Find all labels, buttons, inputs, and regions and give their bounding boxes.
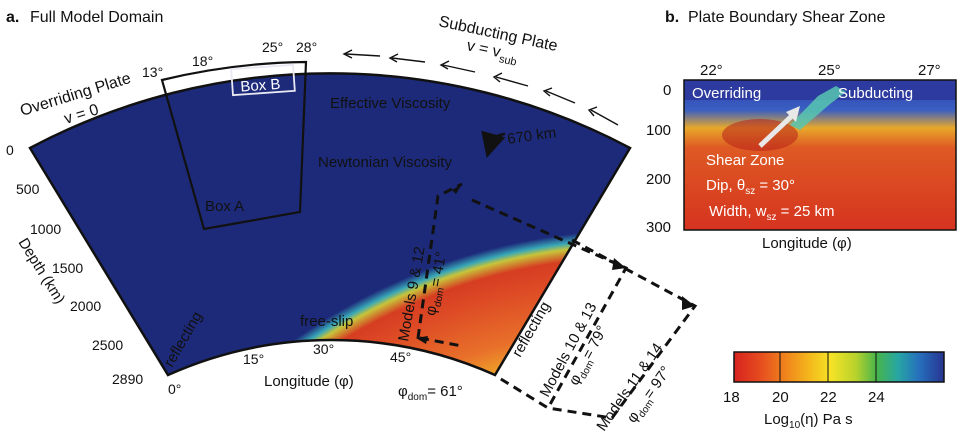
top-tick-13: 13°: [142, 64, 163, 80]
bottom-tick-30: 30°: [313, 341, 334, 357]
model-41-phi: φdom= 41°: [422, 250, 453, 317]
panel-b-label: b.: [665, 9, 679, 26]
depth-tick-500: 500: [16, 181, 40, 197]
670-km-label: 670 km: [506, 124, 557, 148]
bottom-tick-45: 45°: [390, 349, 411, 365]
panel-b-tick-27: 27°: [918, 62, 941, 79]
depth-tick-2890: 2890: [112, 371, 143, 387]
box-b-label: Box B: [240, 76, 281, 96]
model-79-label: Models 10 & 13 φdom= 79°: [537, 300, 611, 400]
motion-arrow-5: [545, 90, 576, 104]
motion-arrow-head-1: [342, 49, 353, 59]
colorbar-label-18: 18: [723, 389, 740, 406]
subducting-label: Subducting: [838, 85, 913, 102]
motion-arrow-1: [345, 53, 381, 57]
colorbar-label-20: 20: [772, 389, 789, 406]
top-tick-18: 18°: [192, 53, 213, 69]
colorbar-label-24: 24: [868, 389, 885, 406]
motion-arrow-head-4: [492, 72, 503, 83]
box-a-label: Box A: [205, 198, 244, 215]
longitude-axis-label: Longitude (φ): [264, 373, 354, 390]
motion-arrow-head-3: [439, 60, 450, 70]
panel-b-depth-200: 200: [646, 171, 671, 188]
depth-tick-1500: 1500: [52, 260, 83, 276]
shear-zone-band: [790, 86, 846, 130]
panel-b-depth-0: 0: [663, 82, 671, 99]
colorbar-title: Log10(η) Pa s: [764, 411, 853, 431]
domain-41-arrow-head: [452, 184, 462, 194]
motion-arrow-2: [391, 57, 426, 63]
domain-79-outline: [471, 198, 629, 411]
motion-arrow-4: [495, 76, 529, 87]
panel-b-title: Plate Boundary Shear Zone: [688, 9, 886, 26]
phi-dom-61-label: φdom= 61°: [398, 383, 463, 403]
newtonian-viscosity-label: Newtonian Viscosity: [318, 154, 452, 171]
panel-b-tick-22: 22°: [700, 62, 723, 79]
panel-b: b. Plate Boundary Shear Zone 22° 25° 27°…: [646, 9, 957, 252]
overriding-label: Overriding: [692, 85, 761, 102]
box-a-outline: [160, 60, 308, 231]
motion-arrow-head-5: [542, 87, 553, 97]
top-tick-25: 25°: [262, 39, 283, 55]
plate-motion-arrows: [342, 49, 619, 126]
top-tick-28: 28°: [296, 39, 317, 55]
panel-a: a. Full Model Domain Box B Box A Effecti…: [6, 9, 698, 434]
domain-79-arrow-head: [612, 258, 626, 270]
domain-41-base-arrow-head: [416, 336, 428, 344]
box-b-outline: [230, 63, 296, 97]
effective-viscosity-label: Effective Viscosity: [330, 95, 451, 112]
670-km-arrow: [481, 130, 506, 159]
lithosphere-band: [684, 80, 956, 100]
svg-text:v = vsub: v = vsub: [464, 37, 519, 68]
v-sub-subscript: sub: [498, 53, 518, 68]
v-sub-main: v = v: [465, 37, 502, 61]
depth-tick-1000: 1000: [30, 221, 61, 237]
colorbar-label-22: 22: [820, 389, 837, 406]
panel-b-depth-300: 300: [646, 219, 671, 236]
panel-a-label: a.: [6, 9, 19, 26]
depth-tick-0: 0: [6, 142, 14, 158]
width-label: Width, wsz = 25 km: [709, 203, 834, 223]
shear-zone-label: Shear Zone: [706, 152, 784, 169]
domain-41-outline: [416, 182, 463, 339]
shear-zone-pointer: [758, 110, 798, 148]
bottom-tick-15: 15°: [243, 351, 264, 367]
free-slip-label: free-slip: [300, 313, 353, 330]
motion-arrow-head-2: [388, 53, 399, 63]
panel-b-longitude-label: Longitude (φ): [762, 235, 852, 252]
colorbar-gradient: [733, 351, 945, 383]
panel-b-tick-25: 25°: [818, 62, 841, 79]
domain-97-arrow-head: [682, 296, 695, 310]
depth-tick-2000: 2000: [70, 298, 101, 314]
v-sub-label: v = vsub: [464, 37, 519, 68]
depth-tick-2500: 2500: [92, 337, 123, 353]
motion-arrow-3: [442, 64, 476, 73]
panel-b-depth-100: 100: [646, 122, 671, 139]
dip-label: Dip, θsz = 30°: [706, 177, 795, 197]
motion-arrow-head-6: [587, 106, 598, 117]
mantle-domain: [28, 72, 632, 377]
shear-zone-pointer-head: [786, 106, 800, 122]
colorbar: 18 20 22 24 Log10(η) Pa s: [723, 351, 945, 431]
shear-zone-plot-frame: [683, 79, 957, 231]
panel-a-title: Full Model Domain: [30, 9, 163, 26]
bottom-tick-0: 0°: [168, 381, 181, 397]
motion-arrow-6: [590, 109, 619, 126]
model-97-label: Models 11 & 14 φdom= 97°: [593, 340, 674, 434]
